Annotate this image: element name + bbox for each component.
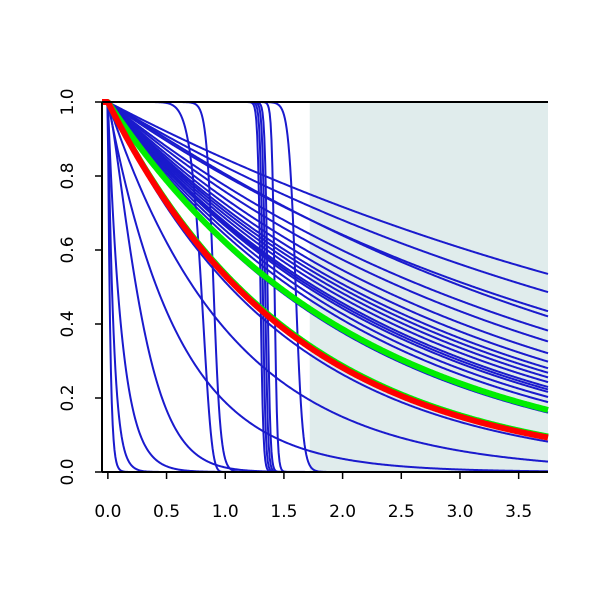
x-tick-label: 3.0 (446, 502, 473, 522)
survival-curve-20 (101, 101, 549, 473)
survival-curve-5 (101, 101, 549, 343)
survival-curve-15 (101, 101, 549, 398)
survival-curve-0 (101, 101, 549, 275)
highlight-curve-35 (99, 99, 551, 441)
survival-curve-10 (101, 101, 549, 379)
y-tick-label: 0.8 (58, 162, 78, 189)
survival-curve-6 (101, 101, 549, 355)
survival-curve-19 (101, 101, 549, 463)
y-tick-label: 1.0 (58, 88, 78, 115)
survival-curve-3 (101, 101, 549, 318)
x-tick-label: 1.5 (270, 502, 297, 522)
survival-curve-9 (101, 101, 549, 374)
y-tick-label: 0.4 (58, 310, 78, 337)
survival-curve-1 (101, 101, 549, 294)
x-tick-label: 2.0 (329, 502, 356, 522)
survival-curve-4 (101, 101, 549, 332)
x-tick-label: 1.0 (212, 502, 239, 522)
x-tick-label: 0.0 (94, 502, 121, 522)
survival-curve-7 (101, 101, 549, 363)
shaded-region (309, 102, 548, 472)
highlight-curve-33 (99, 99, 551, 413)
survival-curve-16 (101, 101, 549, 404)
y-tick-label: 0.6 (58, 236, 78, 263)
y-tick-label: 0.2 (58, 384, 78, 411)
survival-curve-14 (101, 101, 549, 393)
y-tick-label: 0.0 (58, 458, 78, 485)
x-tick-label: 2.5 (388, 502, 415, 522)
survival-curve-11 (101, 101, 549, 384)
x-tick-label: 0.5 (153, 502, 180, 522)
x-tick-label: 3.5 (505, 502, 532, 522)
survival-curve-8 (101, 101, 549, 370)
